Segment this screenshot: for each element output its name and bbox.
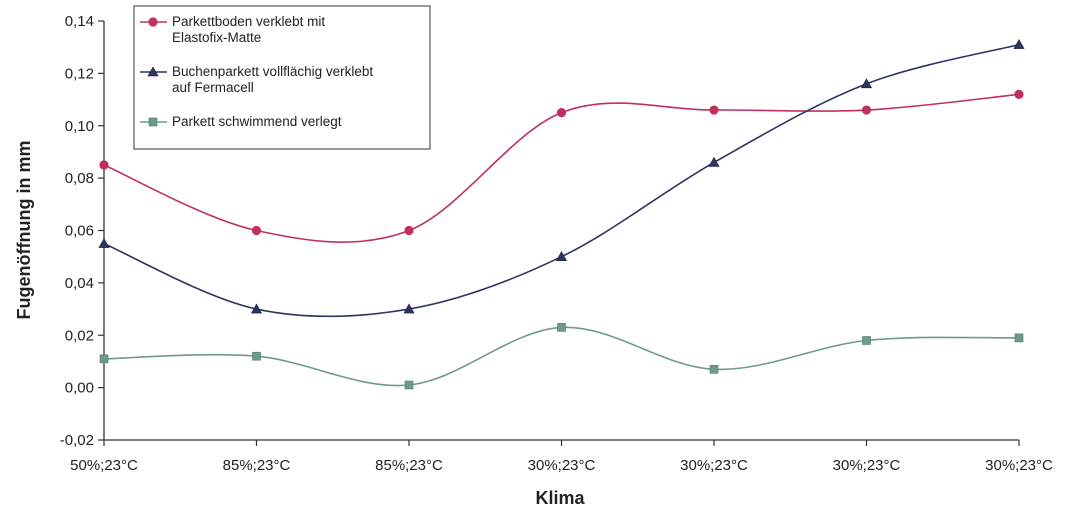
series-layer	[98, 38, 1025, 390]
data-point	[1014, 333, 1024, 343]
legend-swatch-marker	[148, 117, 158, 127]
legend: Parkettboden verklebt mitElastofix-Matte…	[133, 5, 431, 150]
x-tick-label: 30%;23°C	[528, 457, 596, 474]
y-axis-title: Fugenöffnung in mm	[14, 141, 34, 320]
legend-item-3: Parkett schwimmend verlegt	[140, 114, 342, 129]
x-axis-title: Klima	[535, 488, 585, 508]
y-tick-label: 0,02	[65, 327, 94, 344]
x-tick-label: 30%;23°C	[680, 457, 748, 474]
y-tick-label: -0,02	[60, 432, 94, 449]
data-point	[557, 323, 566, 332]
x-tick-label: 30%;23°C	[985, 457, 1053, 474]
data-point	[862, 336, 871, 345]
data-point	[709, 364, 719, 374]
x-tick-label: 50%;23°C	[70, 457, 138, 474]
y-tick-label: 0,08	[65, 170, 94, 187]
x-tick-label: 85%;23°C	[223, 457, 291, 474]
data-point	[404, 380, 414, 390]
series-2	[98, 38, 1025, 318]
series-1	[99, 89, 1024, 243]
x-axis-ticks: 50%;23°C 85%;23°C 85%;23°C 30%;23°C 30%;23°C…	[70, 440, 1053, 474]
data-point	[709, 105, 719, 115]
data-point	[404, 225, 414, 236]
data-point	[1014, 89, 1024, 99]
data-point	[251, 225, 262, 236]
series-3	[99, 323, 1024, 390]
x-tick-label: 30%;23°C	[833, 457, 901, 474]
data-point	[708, 156, 720, 167]
data-point	[403, 303, 415, 314]
y-tick-label: 0,10	[65, 118, 94, 135]
legend-swatch-marker	[148, 17, 158, 27]
legend-box	[133, 5, 431, 150]
y-tick-label: 0,04	[65, 275, 94, 292]
data-point	[861, 105, 872, 115]
data-point	[555, 251, 568, 261]
legend-label: Parkettboden verklebt mit	[172, 14, 325, 29]
y-axis-ticks: -0,02 0,00 0,02 0,04 0,06 0,08 0,10 0,12 0,14	[60, 13, 104, 449]
legend-label: auf Fermacell	[172, 80, 254, 95]
data-point	[99, 160, 109, 170]
legend-label: Elastofix-Matte	[172, 30, 261, 45]
y-tick-label: 0,14	[65, 13, 94, 30]
data-point	[860, 78, 873, 89]
data-point	[1013, 38, 1025, 49]
data-point	[252, 351, 261, 361]
y-tick-label: 0,00	[65, 380, 94, 397]
data-point	[250, 303, 263, 314]
legend-swatch-marker	[147, 66, 159, 77]
legend-label: Buchenparkett vollflächig verklebt	[172, 64, 373, 79]
data-point	[556, 108, 567, 118]
data-point	[99, 354, 109, 364]
data-point	[98, 237, 110, 248]
legend-label: Parkett schwimmend verlegt	[172, 114, 342, 129]
x-tick-label: 85%;23°C	[375, 457, 443, 474]
series-line	[103, 326, 1020, 387]
y-tick-label: 0,12	[65, 65, 94, 82]
y-tick-label: 0,06	[65, 223, 94, 240]
